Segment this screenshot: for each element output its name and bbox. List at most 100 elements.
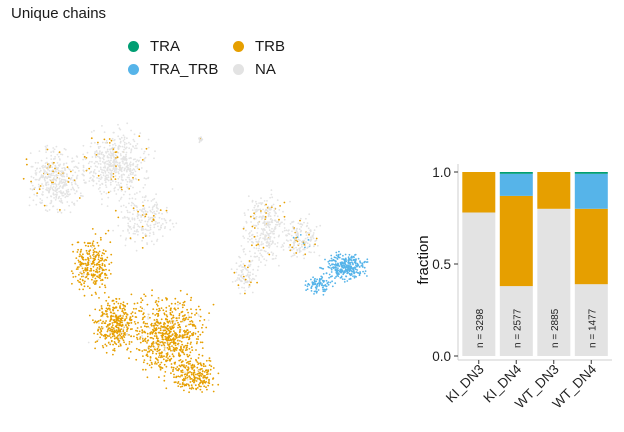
- scatter-point: [135, 307, 138, 310]
- scatter-point: [290, 255, 293, 258]
- scatter-point: [267, 222, 270, 225]
- scatter-point: [178, 364, 181, 367]
- scatter-point: [187, 338, 190, 341]
- scatter-point: [132, 176, 134, 179]
- scatter-point: [136, 167, 139, 169]
- scatter-point: [88, 314, 91, 317]
- scatter-point: [146, 332, 149, 335]
- scatter-point: [125, 333, 128, 335]
- scatter-point: [158, 212, 161, 214]
- scatter-point: [172, 368, 175, 371]
- scatter-point: [271, 241, 274, 244]
- scatter-point: [303, 221, 305, 224]
- scatter-point: [153, 348, 156, 350]
- scatter-point: [99, 186, 101, 189]
- scatter-point: [82, 253, 84, 256]
- scatter-point: [136, 228, 139, 231]
- scatter-point: [172, 226, 175, 228]
- scatter-point: [60, 211, 63, 214]
- scatter-point: [174, 381, 177, 384]
- scatter-point: [118, 333, 121, 336]
- scatter-point: [162, 338, 165, 341]
- scatter-point: [295, 246, 297, 249]
- scatter-point: [45, 151, 47, 153]
- scatter-point: [45, 176, 47, 179]
- scatter-point: [303, 243, 306, 246]
- scatter-point: [262, 246, 265, 249]
- scatter-point: [96, 166, 99, 168]
- scatter-point: [333, 259, 335, 262]
- scatter-point: [191, 364, 194, 367]
- scatter-point: [185, 365, 188, 367]
- scatter-point: [257, 240, 260, 243]
- scatter-point: [83, 155, 86, 158]
- scatter-point: [114, 209, 117, 212]
- scatter-point: [99, 268, 102, 271]
- scatter-point: [283, 215, 286, 218]
- scatter-point: [136, 192, 138, 194]
- scatter-point: [188, 347, 191, 350]
- scatter-point: [170, 349, 172, 352]
- scatter-point: [305, 241, 307, 244]
- scatter-point: [59, 170, 62, 173]
- scatter-point: [103, 264, 106, 266]
- scatter-point: [269, 196, 271, 199]
- scatter-point: [59, 190, 62, 192]
- scatter-point: [53, 175, 56, 177]
- scatter-point: [105, 320, 107, 322]
- scatter-point: [207, 373, 209, 375]
- scatter-point: [114, 186, 117, 189]
- scatter-point: [93, 254, 96, 257]
- scatter-point: [124, 190, 127, 193]
- scatter-point: [138, 168, 141, 171]
- scatter-point: [134, 240, 136, 243]
- scatter-point: [103, 269, 105, 271]
- scatter-point: [315, 280, 318, 283]
- scatter-point: [117, 135, 120, 138]
- scatter-point: [154, 357, 157, 360]
- scatter-point: [58, 181, 61, 184]
- scatter-point: [120, 325, 123, 328]
- scatter-point: [164, 326, 167, 329]
- scatter-point: [132, 207, 135, 210]
- scatter-point: [188, 336, 191, 339]
- scatter-point: [328, 273, 331, 276]
- scatter-point: [118, 298, 121, 300]
- scatter-point: [321, 276, 324, 279]
- scatter-point: [167, 357, 169, 359]
- scatter-point: [251, 225, 254, 228]
- scatter-point: [139, 306, 142, 308]
- scatter-point: [91, 244, 94, 246]
- scatter-point: [270, 243, 273, 246]
- scatter-point: [114, 331, 116, 334]
- scatter-point: [115, 298, 118, 300]
- scatter-point: [327, 281, 330, 283]
- scatter-point: [361, 263, 364, 265]
- scatter-point: [89, 267, 92, 270]
- scatter-point: [170, 363, 173, 365]
- scatter-point: [35, 178, 38, 181]
- scatter-point: [113, 347, 116, 350]
- scatter-point: [71, 183, 73, 186]
- scatter-point: [172, 346, 175, 349]
- scatter-point: [116, 332, 119, 335]
- scatter-point: [299, 223, 302, 225]
- scatter-point: [123, 313, 126, 315]
- scatter-point: [177, 301, 179, 303]
- scatter-point: [188, 391, 191, 394]
- scatter-point: [52, 147, 55, 149]
- scatter-point: [109, 273, 112, 275]
- scatter-point: [82, 164, 85, 167]
- scatter-point: [168, 345, 171, 348]
- scatter-point: [83, 179, 85, 181]
- scatter-point: [82, 288, 84, 291]
- scatter-point: [361, 266, 364, 268]
- scatter-point: [269, 236, 272, 238]
- bar-segment-na: [537, 208, 571, 356]
- scatter-point: [252, 277, 255, 280]
- scatter-point: [178, 353, 180, 356]
- scatter-point: [168, 339, 171, 342]
- scatter-point: [242, 263, 245, 265]
- scatter-point: [166, 353, 169, 356]
- scatter-point: [101, 125, 103, 127]
